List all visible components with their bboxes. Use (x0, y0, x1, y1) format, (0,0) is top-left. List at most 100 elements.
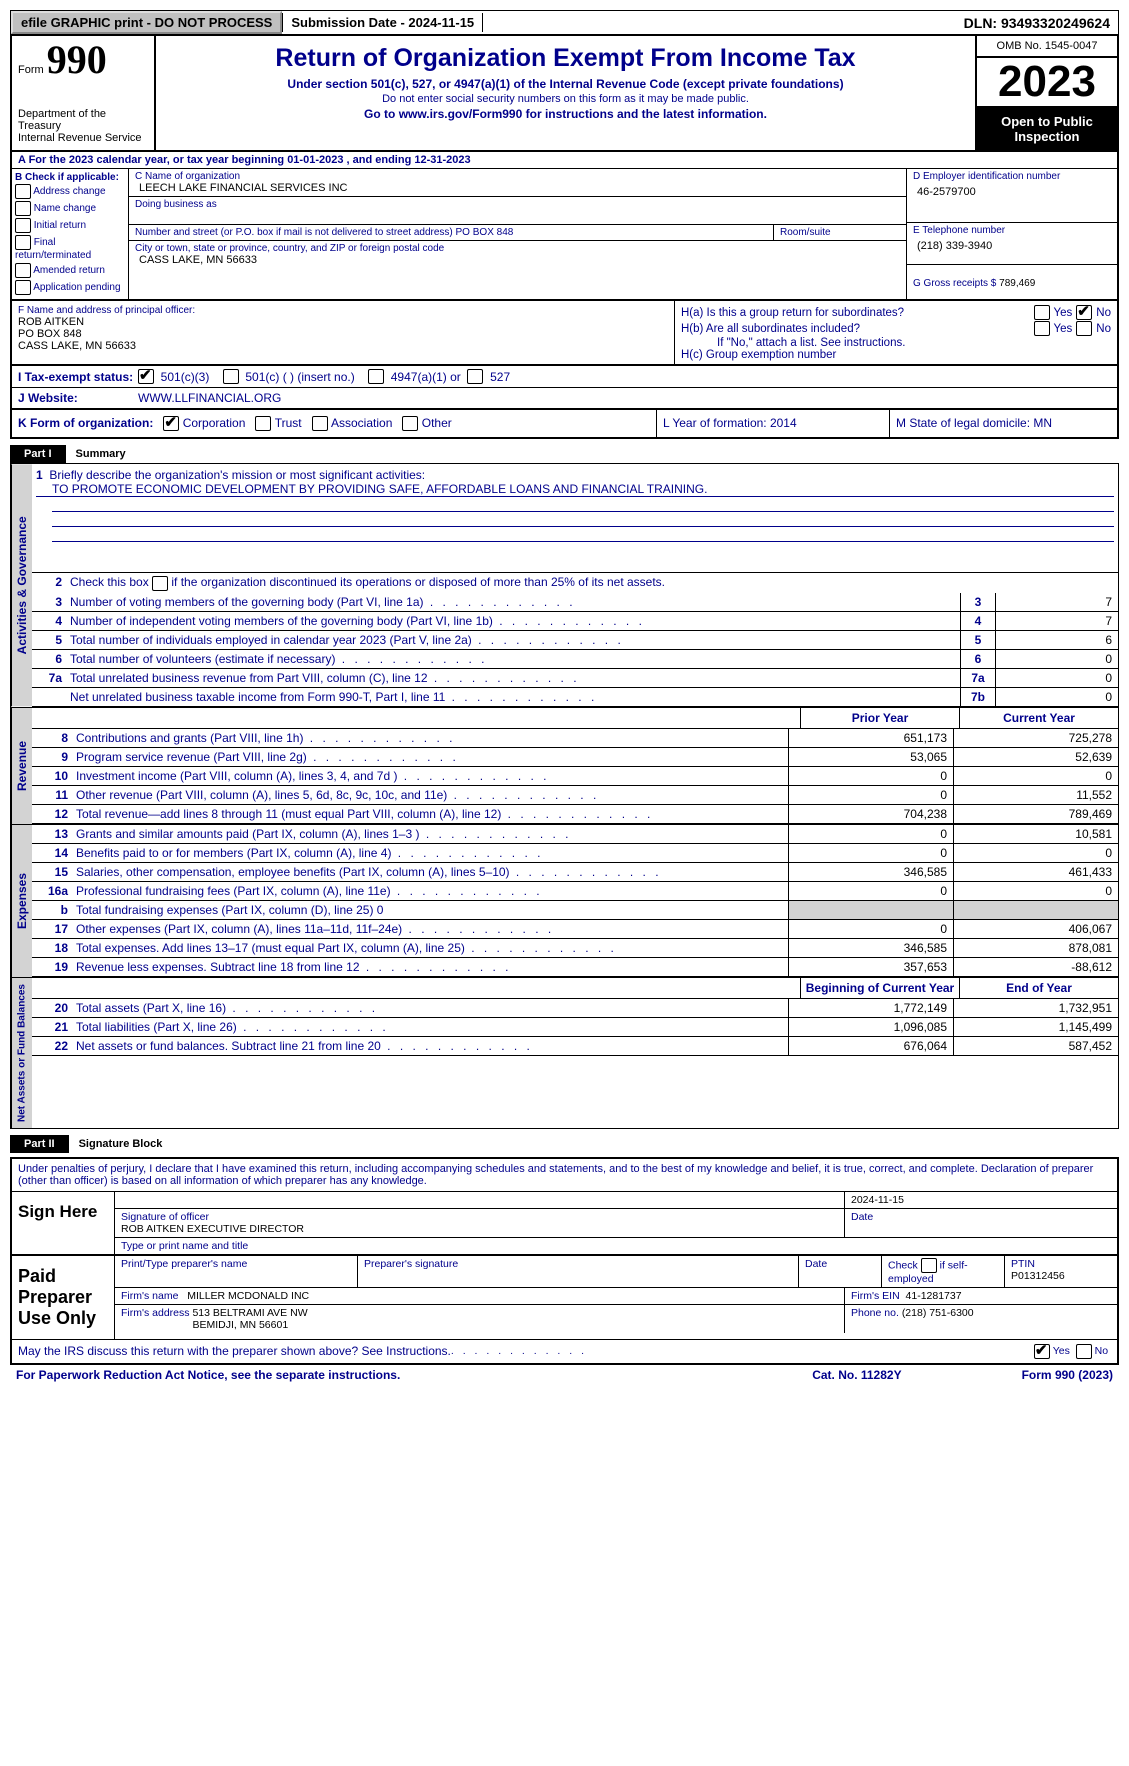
sig-date-value: 2024-11-15 (851, 1194, 904, 1206)
h-a-yes[interactable] (1034, 305, 1050, 320)
form-prefix: Form (18, 64, 44, 76)
ein-value: 46-2579700 (913, 182, 1111, 198)
instructions-link[interactable]: www.irs.gov/Form990 (399, 107, 523, 121)
financial-line: 14Benefits paid to or for members (Part … (32, 844, 1118, 863)
col-eoy: End of Year (959, 978, 1118, 998)
financial-line: 18Total expenses. Add lines 13–17 (must … (32, 939, 1118, 958)
chk-501c3[interactable] (138, 369, 154, 384)
dba-label: Doing business as (135, 199, 217, 210)
dba-value (135, 210, 900, 222)
h-a-no[interactable] (1076, 305, 1092, 320)
tab-net-assets: Net Assets or Fund Balances (11, 978, 32, 1128)
tax-year: 2023 (977, 58, 1117, 108)
org-name: LEECH LAKE FINANCIAL SERVICES INC (135, 182, 900, 194)
phone-label: E Telephone number (913, 225, 1005, 236)
website-label: J Website: (18, 391, 138, 405)
row-i-j: I Tax-exempt status: 501(c)(3) 501(c) ( … (10, 366, 1119, 410)
line-a-tax-year: A For the 2023 calendar year, or tax yea… (10, 152, 1119, 169)
col-boy: Beginning of Current Year (800, 978, 959, 998)
officer-label: F Name and address of principal officer: (18, 305, 195, 316)
financial-line: 10Investment income (Part VIII, column (… (32, 767, 1118, 786)
efile-print-button[interactable]: efile GRAPHIC print - DO NOT PROCESS (11, 11, 282, 34)
discuss-no[interactable] (1076, 1344, 1092, 1359)
form-subtitle: Under section 501(c), 527, or 4947(a)(1)… (162, 77, 969, 91)
website-value: WWW.LLFINANCIAL.ORG (138, 391, 281, 405)
chk-association[interactable] (312, 416, 328, 431)
topbar: efile GRAPHIC print - DO NOT PROCESS Sub… (10, 10, 1119, 35)
chk-501c[interactable] (223, 369, 239, 384)
chk-amended[interactable]: Amended return (15, 262, 125, 279)
chk-527[interactable] (467, 369, 483, 384)
chk-discontinued[interactable] (152, 576, 168, 591)
tab-activities-governance: Activities & Governance (11, 464, 32, 706)
ptin-value: P01312456 (1011, 1270, 1065, 1282)
city-value: CASS LAKE, MN 56633 (135, 254, 900, 266)
preparer-sig-label: Preparer's signature (358, 1256, 799, 1287)
signature-block: Under penalties of perjury, I declare th… (10, 1157, 1119, 1365)
preparer-date-label: Date (799, 1256, 882, 1287)
financial-line: 8Contributions and grants (Part VIII, li… (32, 729, 1118, 748)
h-c-text: H(c) Group exemption number (681, 349, 1111, 361)
entity-info: B Check if applicable: Address change Na… (10, 169, 1119, 301)
summary-line: Net unrelated business taxable income fr… (32, 688, 1118, 707)
part2-title: Signature Block (69, 1135, 173, 1153)
dln: DLN: 93493320249624 (956, 13, 1118, 33)
chk-initial-return[interactable]: Initial return (15, 217, 125, 234)
prep-phone-label: Phone no. (851, 1307, 899, 1319)
sig-date-label: Date (845, 1209, 1117, 1237)
discuss-yes[interactable] (1034, 1344, 1050, 1359)
tab-expenses: Expenses (11, 825, 32, 977)
part1-expenses: Expenses 13Grants and similar amounts pa… (10, 825, 1119, 978)
row-f-h: F Name and address of principal officer:… (10, 301, 1119, 366)
gross-receipts-label: G Gross receipts $ (913, 278, 996, 289)
summary-line: 6Total number of volunteers (estimate if… (32, 650, 1118, 669)
financial-line: 20Total assets (Part X, line 16)1,772,14… (32, 999, 1118, 1018)
financial-line: bTotal fundraising expenses (Part IX, co… (32, 901, 1118, 920)
preparer-name-label: Print/Type preparer's name (115, 1256, 358, 1287)
chk-trust[interactable] (255, 416, 271, 431)
chk-address-change[interactable]: Address change (15, 183, 125, 200)
financial-line: 11Other revenue (Part VIII, column (A), … (32, 786, 1118, 805)
form-ref: Form 990 (2023) (1022, 1368, 1113, 1382)
chk-corporation[interactable] (163, 416, 179, 431)
firm-addr-value: 513 BELTRAMI AVE NW BEMIDJI, MN 56601 (192, 1307, 307, 1331)
financial-line: 16aProfessional fundraising fees (Part I… (32, 882, 1118, 901)
financial-line: 9Program service revenue (Part VIII, lin… (32, 748, 1118, 767)
sign-here-label: Sign Here (12, 1192, 115, 1254)
chk-self-employed[interactable] (921, 1258, 937, 1273)
box-b: B Check if applicable: Address change Na… (12, 169, 129, 299)
mission-text[interactable]: TO PROMOTE ECONOMIC DEVELOPMENT BY PROVI… (36, 482, 1114, 497)
chk-name-change[interactable]: Name change (15, 200, 125, 217)
officer-value: ROB AITKEN PO BOX 848 CASS LAKE, MN 5663… (18, 316, 668, 352)
h-b-no[interactable] (1076, 321, 1092, 336)
box-deg: D Employer identification number 46-2579… (907, 169, 1117, 299)
type-name-label: Type or print name and title (115, 1238, 1117, 1254)
ein-label: D Employer identification number (913, 171, 1060, 182)
chk-app-pending[interactable]: Application pending (15, 279, 125, 296)
prep-phone-value: (218) 751-6300 (902, 1307, 974, 1319)
chk-other[interactable] (402, 416, 418, 431)
discuss-text: May the IRS discuss this return with the… (18, 1344, 451, 1358)
h-b-yes[interactable] (1034, 321, 1050, 336)
room-label: Room/suite (774, 225, 906, 240)
part2-header: Part II (10, 1135, 69, 1153)
col-current-year: Current Year (959, 708, 1118, 728)
sig-officer-label: Signature of officer (121, 1211, 209, 1223)
chk-final-return[interactable]: Final return/terminated (15, 234, 125, 262)
city-label: City or town, state or province, country… (135, 243, 444, 254)
cat-no: Cat. No. 11282Y (812, 1368, 901, 1382)
footer: For Paperwork Reduction Act Notice, see … (10, 1365, 1119, 1385)
open-to-public: Open to Public Inspection (977, 108, 1117, 150)
h-b-note: If "No," attach a list. See instructions… (681, 337, 1111, 349)
box-b-label: B Check if applicable: (15, 172, 119, 183)
financial-line: 15Salaries, other compensation, employee… (32, 863, 1118, 882)
gross-receipts-value: 789,469 (999, 278, 1035, 289)
part1-title: Summary (66, 445, 136, 463)
state-domicile: M State of legal domicile: MN (890, 410, 1117, 437)
pra-notice: For Paperwork Reduction Act Notice, see … (16, 1368, 812, 1382)
summary-line: 4Number of independent voting members of… (32, 612, 1118, 631)
summary-line: 5Total number of individuals employed in… (32, 631, 1118, 650)
department: Department of the Treasury Internal Reve… (18, 108, 148, 144)
phone-value: (218) 339-3940 (913, 236, 1111, 252)
chk-4947[interactable] (368, 369, 384, 384)
